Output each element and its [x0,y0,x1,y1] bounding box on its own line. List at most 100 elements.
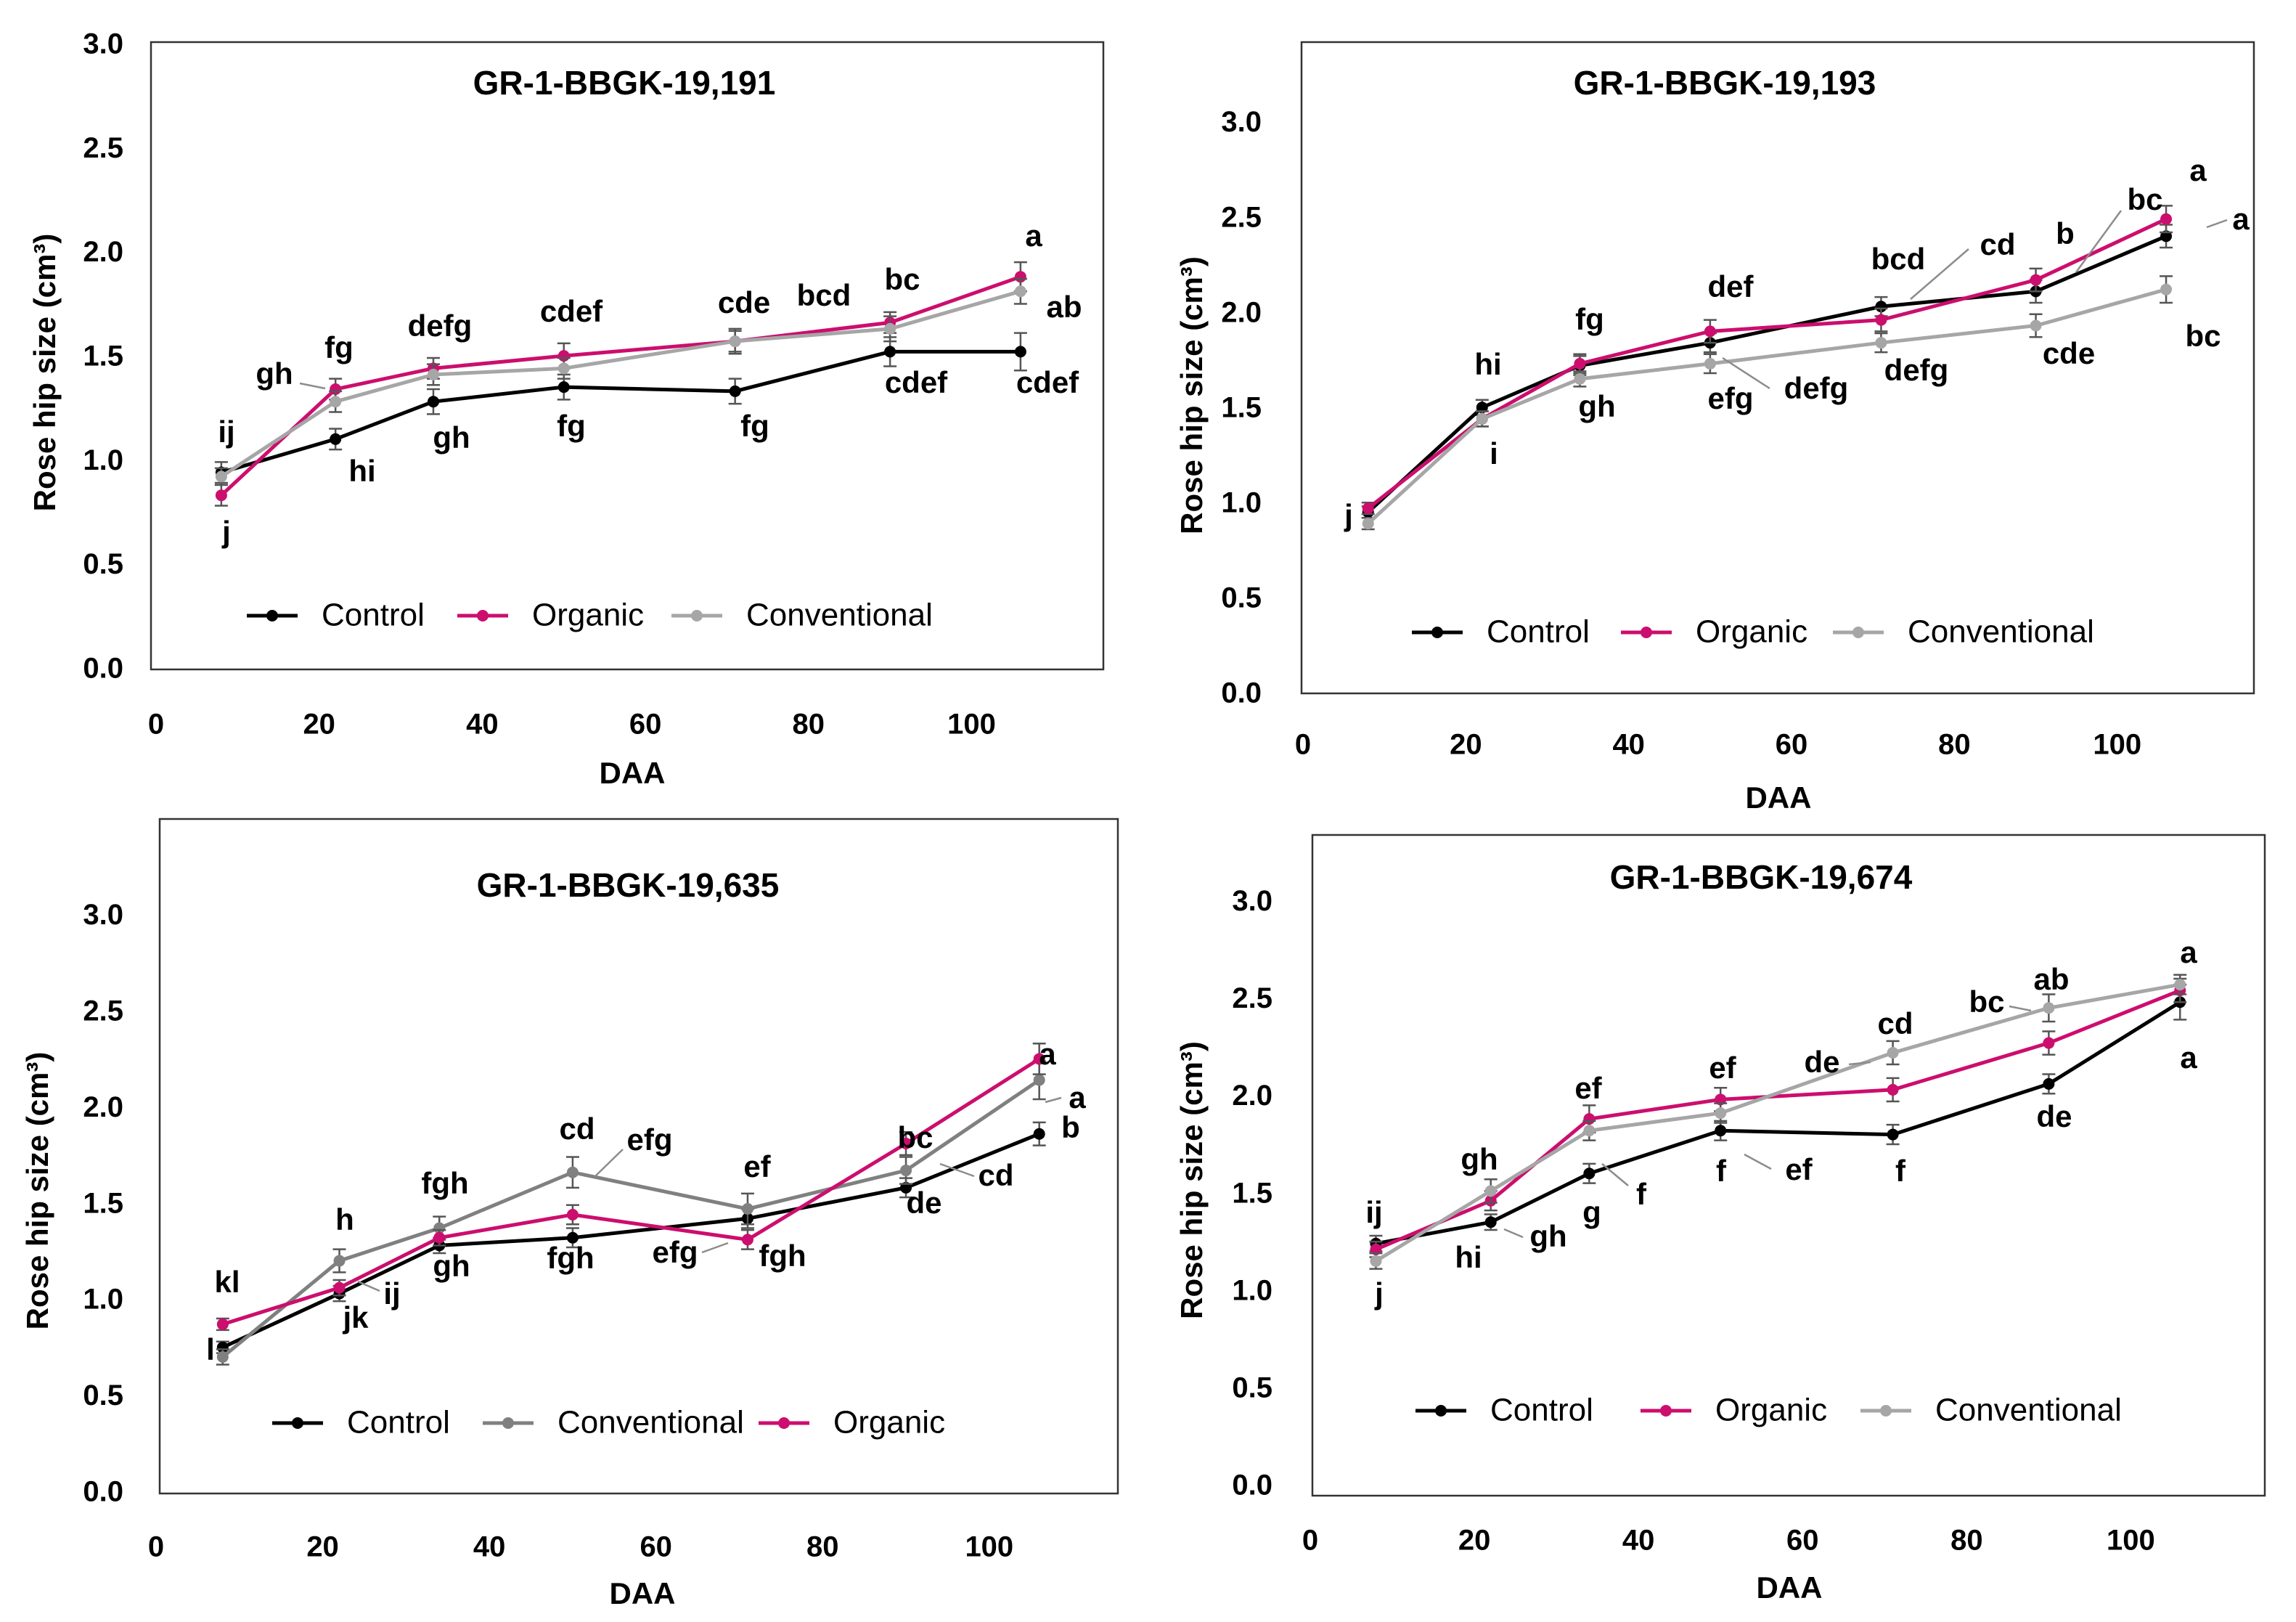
annotation-leader [1910,248,1969,300]
significance-label: b [1061,1110,1080,1144]
annotation-leader [1503,1228,1524,1239]
y-tick-label: 1.0 [1232,1274,1272,1306]
significance-label: cde [718,285,770,319]
significance-label: hi [1474,347,1501,381]
y-axis-title: Rose hip size (cm³) [1174,256,1209,534]
significance-label: gh [433,1249,470,1283]
significance-label: bcd [797,278,851,312]
data-point [1704,325,1716,338]
chart-panel-3: GR-1-BBGK-19,635 0.0 0.5 1.0 1.5 2.0 2.5 3.0 0 20… [20,818,1119,1610]
significance-label: gh [1460,1142,1498,1176]
significance-label: cdef [1016,365,1079,399]
data-point [215,470,227,483]
data-point [2043,1077,2055,1090]
x-axis-title: DAA [600,756,666,790]
significance-label: fg [557,409,586,443]
legend-label: Control [322,598,425,633]
data-point [1014,285,1026,298]
data-point [557,362,570,375]
data-point [433,1231,446,1244]
significance-label: efg [653,1235,698,1269]
significance-label: cdef [540,294,603,328]
y-tick-label: 2.5 [83,995,123,1027]
significance-label: j [221,515,231,549]
y-tick-label: 2.0 [1221,296,1262,328]
significance-label: f [1636,1177,1647,1211]
significance-label: j [1374,1276,1384,1311]
data-point [566,1166,579,1178]
significance-label: h [335,1202,354,1236]
annotation-leader [2206,219,2228,229]
x-tick-label: 40 [473,1531,506,1563]
data-point [427,368,439,380]
y-tick-label: 3.0 [83,899,123,931]
significance-label: a [2232,202,2250,236]
legend-label: Organic [833,1405,945,1440]
significance-label: fgh [421,1166,468,1200]
x-tick-label: 60 [1786,1525,1819,1557]
y-tick-label: 0.0 [1232,1470,1272,1501]
annotation-leader [1601,1163,1629,1186]
x-tick-label: 60 [1776,729,1808,761]
data-point [1583,1167,1596,1180]
x-tick-label: 80 [1950,1525,1983,1557]
data-point [333,1255,346,1267]
data-point [1574,372,1586,385]
x-tick-label: 40 [466,709,499,741]
x-tick-label: 80 [1938,729,1971,761]
significance-label: ef [1709,1051,1736,1085]
significance-label: f [1895,1154,1906,1188]
data-point [1033,1074,1045,1086]
data-point [566,1231,579,1244]
legend-label: Organic [1696,614,1807,650]
data-point [216,1341,229,1353]
legend-marker [1641,627,1652,638]
data-point [1476,412,1488,425]
series-control [214,332,1027,484]
data-point [1875,314,1887,326]
y-tick-label: 1.5 [1221,391,1262,423]
significance-label: ab [1046,290,1082,324]
y-tick-label: 3.0 [83,28,123,60]
data-point [1574,357,1586,370]
y-tick-label: 1.0 [83,1284,123,1316]
significance-label: a [1025,219,1042,253]
data-point [1370,1243,1382,1255]
annotation-leader [1848,1061,1871,1066]
data-point [1370,1255,1382,1267]
significance-label: a [2189,153,2207,187]
legend-marker [1435,1405,1447,1417]
data-point [1583,1125,1596,1137]
data-point [1887,1128,1899,1141]
significance-label: f [1716,1154,1727,1188]
significance-label: a [2180,1040,2197,1075]
significance-label: fgh [759,1239,806,1273]
legend-marker [292,1417,303,1429]
series-conventional [216,1059,1046,1366]
y-tick-label: 0.5 [1221,582,1262,614]
significance-label: bc [884,262,920,296]
significance-label: de [906,1186,941,1220]
data-point [2043,1037,2055,1049]
significance-label: hi [348,454,375,488]
x-tick-label: 20 [303,709,335,741]
legend-marker [1880,1405,1892,1417]
significance-label: ab [2033,962,2069,996]
significance-label: ef [1785,1152,1813,1186]
data-point [1362,502,1374,515]
legend-label: Conventional [746,598,933,633]
data-point [557,381,570,394]
legend-marker [778,1417,790,1429]
legend-label: Organic [1715,1393,1827,1428]
annotation-leader [939,1162,975,1178]
significance-label: def [1708,269,1754,303]
chart-title: GR-1-BBGK-19,193 [1574,64,1876,102]
chart-frame [158,818,1119,1495]
legend-marker [1660,1405,1672,1417]
data-point [729,335,741,348]
x-tick-label: 60 [640,1531,672,1563]
series-conventional [1369,974,2187,1270]
significance-label: b [2056,216,2075,250]
x-tick-label: 0 [1295,729,1311,761]
